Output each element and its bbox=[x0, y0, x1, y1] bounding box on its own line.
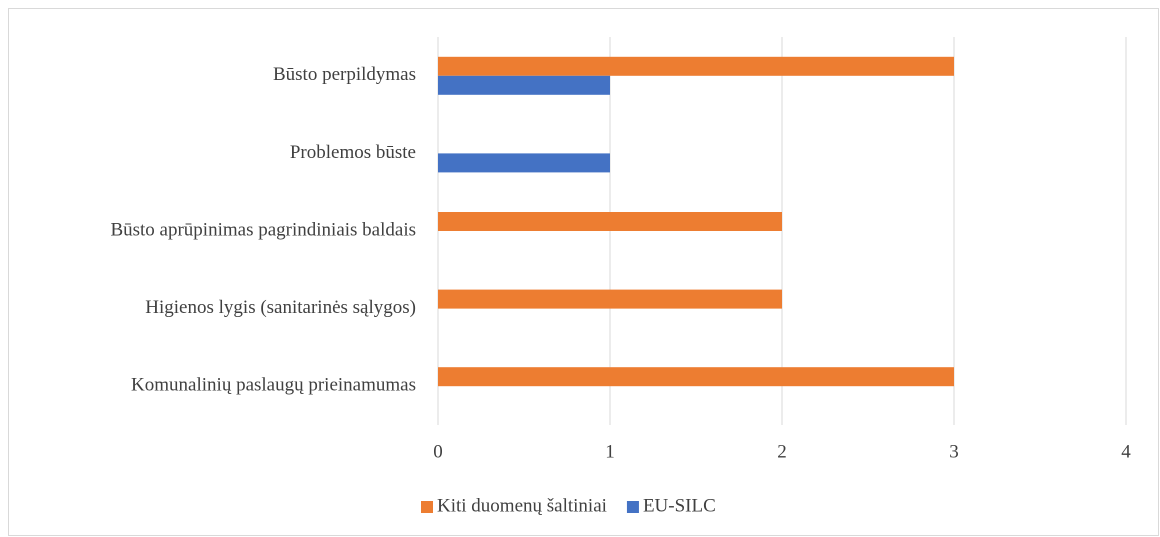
legend-label: EU-SILC bbox=[643, 495, 716, 516]
bar bbox=[438, 153, 610, 173]
x-tick-label: 3 bbox=[949, 441, 959, 462]
chart-border bbox=[8, 8, 1159, 536]
legend-label: Kiti duomenų šaltiniai bbox=[437, 495, 607, 516]
y-tick-label: Komunalinių paslaugų prieinamumas bbox=[131, 375, 416, 396]
bar bbox=[438, 56, 954, 76]
y-tick-label: Higienos lygis (sanitarinės sąlygos) bbox=[145, 297, 416, 318]
bar bbox=[438, 75, 610, 95]
x-tick-label: 0 bbox=[433, 441, 443, 462]
x-tick-label: 4 bbox=[1121, 441, 1131, 462]
legend-swatch bbox=[626, 501, 639, 513]
y-tick-label: Būsto perpildymas bbox=[273, 64, 416, 85]
bar bbox=[438, 289, 782, 309]
y-tick-label: Problemos būste bbox=[290, 142, 416, 163]
bar bbox=[438, 367, 954, 387]
x-tick-label: 1 bbox=[605, 441, 615, 462]
x-tick-label: 2 bbox=[777, 441, 787, 462]
legend-swatch bbox=[421, 501, 433, 513]
bar bbox=[438, 212, 782, 231]
y-tick-label: Būsto aprūpinimas pagrindiniais baldais bbox=[110, 219, 416, 240]
